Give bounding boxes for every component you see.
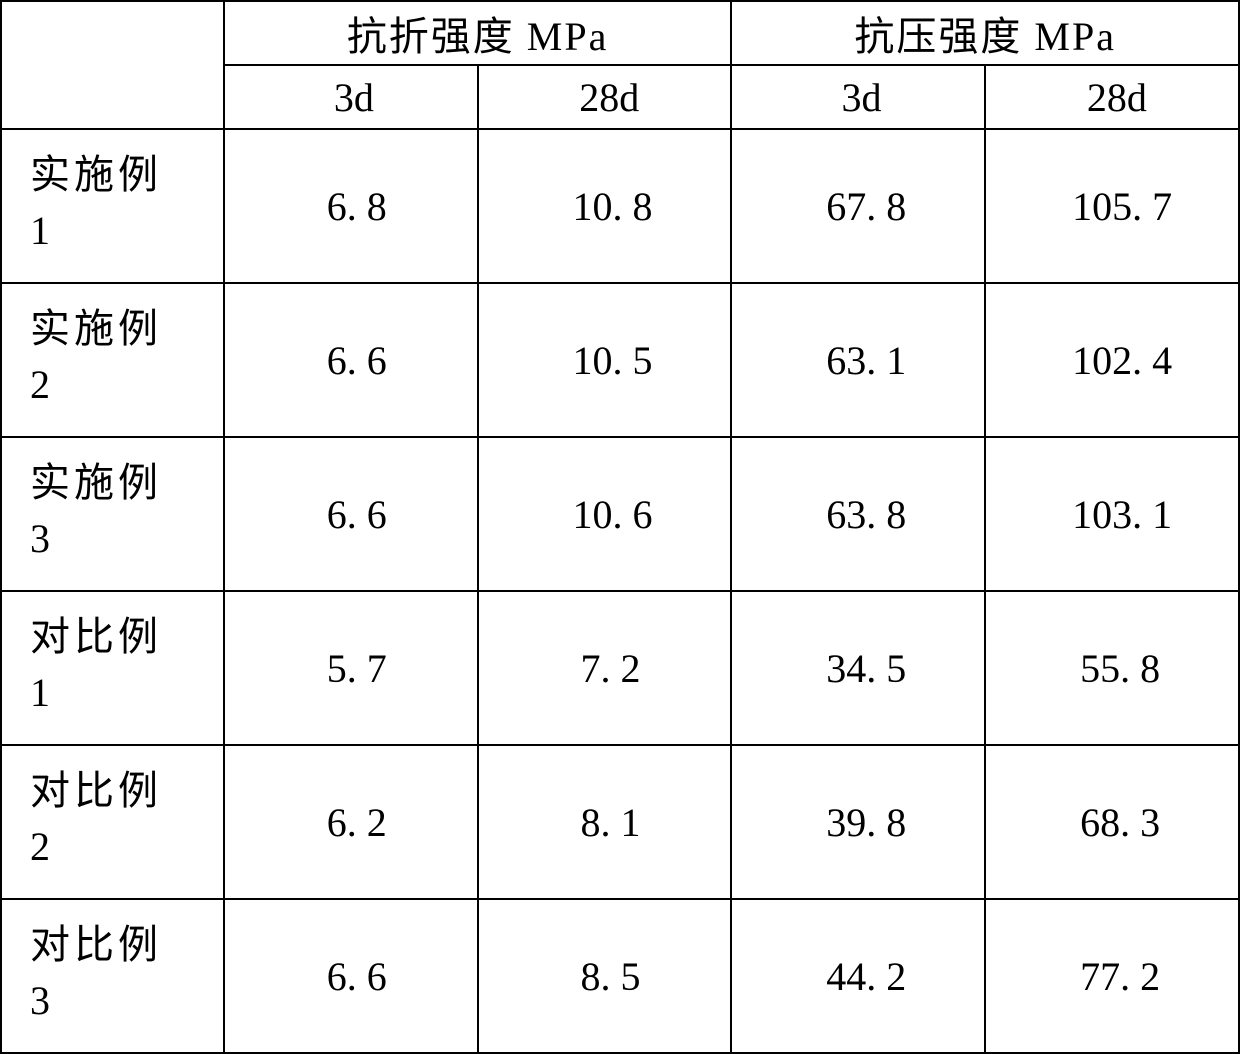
cell-comp-28d: 103. 1 (985, 437, 1239, 591)
cell-flex-3d: 6. 8 (224, 129, 478, 283)
cell-comp-28d: 55. 8 (985, 591, 1239, 745)
table-row: 对比例 2 6. 2 8. 1 39. 8 68. 3 (1, 745, 1239, 899)
cell-comp-3d: 34. 5 (731, 591, 985, 745)
header-comp-28d: 28d (985, 65, 1239, 129)
table-row: 实施例 2 6. 6 10. 5 63. 1 102. 4 (1, 283, 1239, 437)
cell-flex-3d: 6. 6 (224, 283, 478, 437)
row-label: 对比例 3 (1, 899, 224, 1053)
cell-comp-3d: 44. 2 (731, 899, 985, 1053)
cell-flex-28d: 10. 5 (478, 283, 732, 437)
header-flexural: 抗折强度 MPa (224, 1, 732, 65)
cell-flex-28d: 8. 5 (478, 899, 732, 1053)
header-flex-3d: 3d (224, 65, 478, 129)
cell-comp-28d: 105. 7 (985, 129, 1239, 283)
strength-table: 抗折强度 MPa 抗压强度 MPa 3d 28d 3d 28d 实施例 1 6.… (0, 0, 1240, 1054)
cell-flex-3d: 6. 6 (224, 437, 478, 591)
cell-flex-28d: 10. 6 (478, 437, 732, 591)
header-comp-3d: 3d (731, 65, 985, 129)
cell-flex-28d: 10. 8 (478, 129, 732, 283)
table-row: 对比例 3 6. 6 8. 5 44. 2 77. 2 (1, 899, 1239, 1053)
cell-comp-3d: 63. 1 (731, 283, 985, 437)
table-row: 实施例 3 6. 6 10. 6 63. 8 103. 1 (1, 437, 1239, 591)
cell-flex-3d: 6. 6 (224, 899, 478, 1053)
cell-comp-3d: 67. 8 (731, 129, 985, 283)
cell-flex-28d: 8. 1 (478, 745, 732, 899)
row-label: 实施例 2 (1, 283, 224, 437)
cell-flex-28d: 7. 2 (478, 591, 732, 745)
table-row: 实施例 1 6. 8 10. 8 67. 8 105. 7 (1, 129, 1239, 283)
table-row: 对比例 1 5. 7 7. 2 34. 5 55. 8 (1, 591, 1239, 745)
header-flex-28d: 28d (478, 65, 732, 129)
row-label: 对比例 1 (1, 591, 224, 745)
cell-comp-3d: 63. 8 (731, 437, 985, 591)
cell-comp-3d: 39. 8 (731, 745, 985, 899)
cell-comp-28d: 77. 2 (985, 899, 1239, 1053)
row-label: 对比例 2 (1, 745, 224, 899)
row-label: 实施例 1 (1, 129, 224, 283)
cell-flex-3d: 6. 2 (224, 745, 478, 899)
cell-comp-28d: 68. 3 (985, 745, 1239, 899)
cell-comp-28d: 102. 4 (985, 283, 1239, 437)
row-label: 实施例 3 (1, 437, 224, 591)
header-blank (1, 1, 224, 129)
page: 抗折强度 MPa 抗压强度 MPa 3d 28d 3d 28d 实施例 1 6.… (0, 0, 1240, 945)
header-compressive: 抗压强度 MPa (731, 1, 1239, 65)
cell-flex-3d: 5. 7 (224, 591, 478, 745)
